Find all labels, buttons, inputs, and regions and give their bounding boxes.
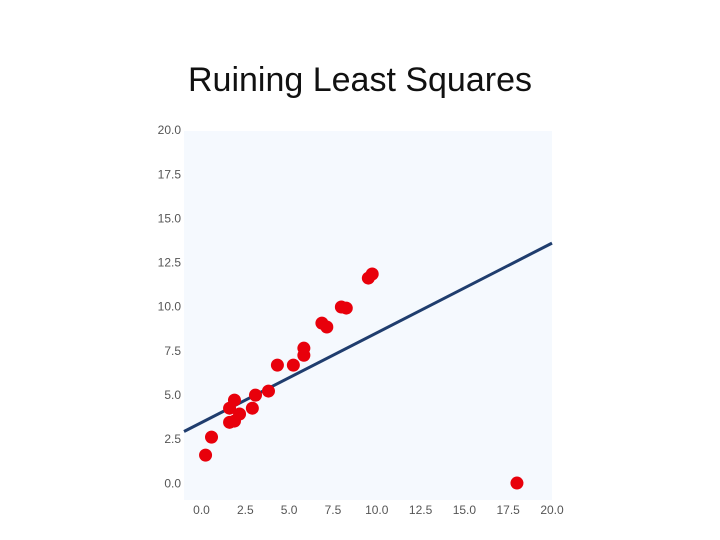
y-tick-label: 12.5 [158, 256, 182, 270]
y-tick-label: 0.0 [164, 476, 181, 490]
x-tick-label: 2.5 [237, 503, 254, 517]
point [339, 301, 353, 315]
fit-line [183, 241, 553, 433]
y-tick-label: 15.0 [158, 211, 182, 225]
x-tick-label: 0.0 [193, 503, 210, 517]
point [245, 401, 259, 415]
plot-area [184, 131, 552, 500]
y-tick-label: 10.0 [158, 300, 182, 314]
point [510, 476, 524, 490]
x-tick-label: 20.0 [540, 503, 564, 517]
y-tick-label: 7.5 [164, 344, 181, 358]
x-tick-label: 17.5 [497, 503, 521, 517]
x-tick-label: 15.0 [453, 503, 477, 517]
x-tick-label: 7.5 [325, 503, 342, 517]
y-tick-label: 17.5 [158, 167, 182, 181]
point [248, 388, 262, 402]
point [205, 430, 219, 444]
point [270, 358, 284, 372]
x-tick-label: 10.0 [365, 503, 389, 517]
y-tick-label: 20.0 [158, 123, 182, 137]
point [199, 448, 213, 462]
point [365, 267, 379, 281]
point [233, 407, 247, 421]
point [320, 320, 334, 334]
point [227, 393, 241, 407]
y-tick-label: 2.5 [164, 432, 181, 446]
y-tick-label: 5.0 [164, 388, 181, 402]
x-tick-label: 5.0 [281, 503, 298, 517]
point [286, 358, 300, 372]
point [261, 384, 275, 398]
slide-title: Ruining Least Squares [188, 61, 532, 99]
x-tick-label: 12.5 [409, 503, 433, 517]
point [297, 341, 311, 355]
